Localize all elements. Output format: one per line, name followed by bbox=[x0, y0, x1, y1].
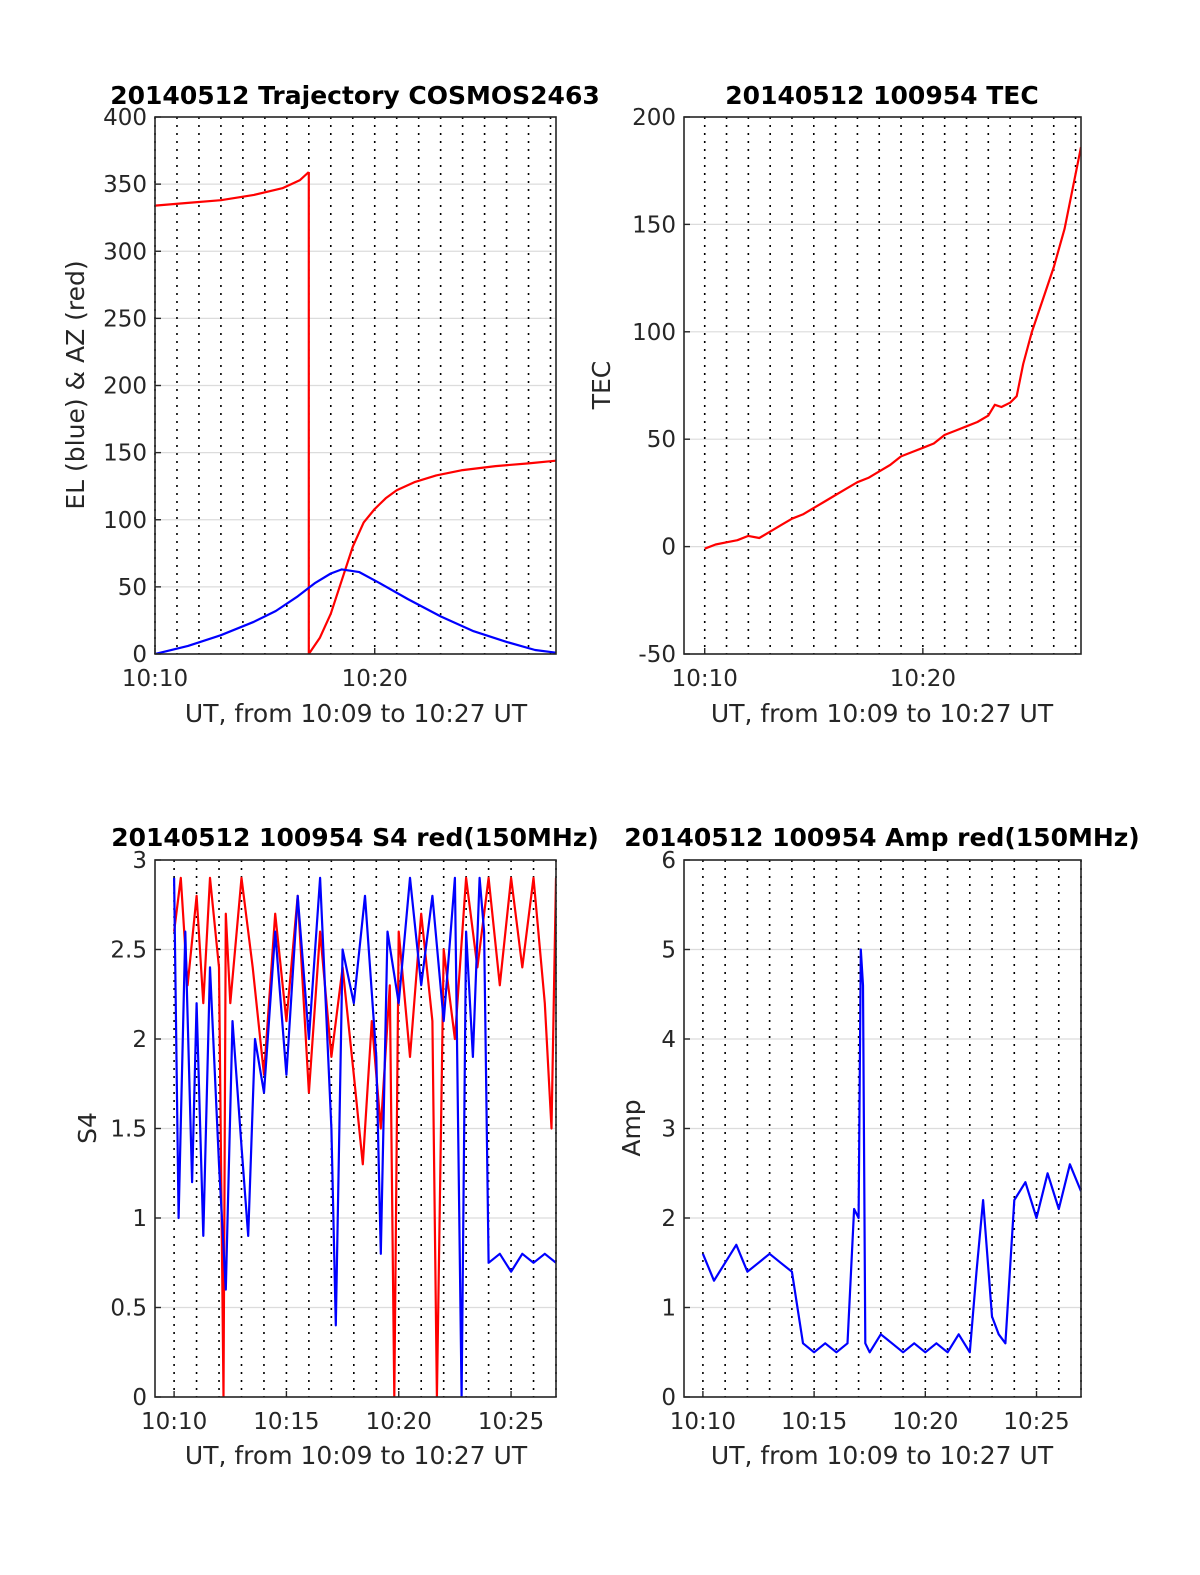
trajectory-ytick-label-1: 50 bbox=[118, 575, 147, 601]
amp-plot-area: 0 1 2 3 4 5 6 10:10 10:15 10:20 10:25 bbox=[661, 848, 1082, 1435]
amp-ytick-label-5: 5 bbox=[661, 938, 676, 964]
s4-xtick-label-2: 10:20 bbox=[366, 1409, 432, 1435]
amp-xtick-label-0: 10:10 bbox=[670, 1409, 736, 1435]
tec-xlabel: UT, from 10:09 to 10:27 UT bbox=[711, 699, 1054, 728]
amp-ytick-label-3: 3 bbox=[661, 1117, 676, 1143]
s4-xlabel: UT, from 10:09 to 10:27 UT bbox=[185, 1441, 528, 1470]
trajectory-xtick-label-0: 10:10 bbox=[122, 666, 188, 692]
amp-xtick-label-3: 10:25 bbox=[1003, 1409, 1069, 1435]
s4-xtick-label-1: 10:15 bbox=[253, 1409, 319, 1435]
amp-ytick-label-4: 4 bbox=[661, 1027, 676, 1053]
s4-series-1-segment-0 bbox=[173, 876, 556, 1397]
trajectory-series-0-segment-1 bbox=[307, 172, 556, 654]
tec-panel: -50 0 50 100 150 200 10:10 10:20 20140512 10095… bbox=[587, 81, 1082, 728]
trajectory-panel: 0 50 100 150 200 250 300 350 400 10:10 10:20 20140… bbox=[61, 81, 600, 728]
amp-panel: 0 1 2 3 4 5 6 10:10 10:15 10:20 10:25 20140512 100… bbox=[617, 823, 1140, 1470]
s4-ytick-label-0: 0 bbox=[132, 1385, 147, 1411]
amp-ytick-label-1: 1 bbox=[661, 1296, 676, 1322]
trajectory-ytick-label-0: 0 bbox=[132, 642, 147, 668]
s4-ytick-label-5: 2.5 bbox=[110, 938, 147, 964]
trajectory-ytick-label-8: 400 bbox=[103, 105, 147, 131]
s4-ytick-label-2: 1 bbox=[132, 1206, 147, 1232]
s4-ytick-label-6: 3 bbox=[132, 848, 147, 874]
s4-ylabel: S4 bbox=[73, 1112, 102, 1144]
trajectory-xlabel: UT, from 10:09 to 10:27 UT bbox=[185, 699, 528, 728]
tec-ytick-label-5: 200 bbox=[632, 105, 676, 131]
trajectory-xtick-label-1: 10:20 bbox=[342, 666, 408, 692]
tec-axes-box bbox=[683, 116, 1082, 655]
trajectory-series-0-segment-0 bbox=[155, 171, 310, 207]
tec-plot-area: -50 0 50 100 150 200 10:10 10:20 bbox=[632, 105, 1082, 692]
trajectory-plot-area: 0 50 100 150 200 250 300 350 400 10:10 10:20 bbox=[103, 105, 557, 692]
trajectory-ytick-label-4: 200 bbox=[103, 374, 147, 400]
amp-series-0-segment-0 bbox=[701, 948, 1081, 1354]
trajectory-ytick-label-2: 100 bbox=[103, 508, 147, 534]
amp-ylabel: Amp bbox=[617, 1099, 646, 1156]
amp-xtick-label-2: 10:20 bbox=[892, 1409, 958, 1435]
trajectory-ytick-label-7: 350 bbox=[103, 172, 147, 198]
s4-xtick-label-3: 10:25 bbox=[478, 1409, 544, 1435]
s4-title: 20140512 100954 S4 red(150MHz) bbox=[111, 823, 599, 852]
trajectory-ytick-label-3: 150 bbox=[103, 441, 147, 467]
tec-ylabel: TEC bbox=[587, 361, 616, 411]
s4-ytick-label-4: 2 bbox=[132, 1027, 147, 1053]
s4-plot-area: 0 0.5 1 1.5 2 2.5 3 10:10 10:15 10:20 10:25 bbox=[110, 848, 557, 1435]
trajectory-ytick-label-5: 250 bbox=[103, 306, 147, 332]
tec-ytick-label-4: 150 bbox=[632, 212, 676, 238]
tec-xtick-label-0: 10:10 bbox=[672, 666, 738, 692]
amp-ytick-label-0: 0 bbox=[661, 1385, 676, 1411]
amp-xtick-label-1: 10:15 bbox=[781, 1409, 847, 1435]
tec-title: 20140512 100954 TEC bbox=[725, 81, 1038, 110]
trajectory-ytick-label-6: 300 bbox=[103, 239, 147, 265]
trajectory-title: 20140512 Trajectory COSMOS2463 bbox=[110, 81, 600, 110]
amp-title: 20140512 100954 Amp red(150MHz) bbox=[624, 823, 1140, 852]
amp-ytick-label-6: 6 bbox=[661, 848, 676, 874]
s4-xtick-label-0: 10:10 bbox=[141, 1409, 207, 1435]
s4-ytick-label-3: 1.5 bbox=[110, 1117, 147, 1143]
tec-ytick-label-3: 100 bbox=[632, 320, 676, 346]
tec-ytick-label-1: 0 bbox=[661, 535, 676, 561]
tec-xtick-label-1: 10:20 bbox=[890, 666, 956, 692]
trajectory-ylabel: EL (blue) & AZ (red) bbox=[61, 260, 90, 509]
trajectory-series-1-segment-0 bbox=[155, 568, 556, 654]
s4-ytick-label-1: 0.5 bbox=[110, 1296, 147, 1322]
amp-xlabel: UT, from 10:09 to 10:27 UT bbox=[711, 1441, 1054, 1470]
tec-ytick-label-0: -50 bbox=[638, 642, 676, 668]
s4-series-0-segment-0 bbox=[173, 876, 556, 1397]
amp-ytick-label-2: 2 bbox=[661, 1206, 676, 1232]
tec-series-0-segment-0 bbox=[704, 146, 1081, 550]
tec-ytick-label-2: 50 bbox=[647, 427, 676, 453]
s4-panel: 0 0.5 1 1.5 2 2.5 3 10:10 10:15 10:20 10:25 201405… bbox=[73, 823, 599, 1470]
